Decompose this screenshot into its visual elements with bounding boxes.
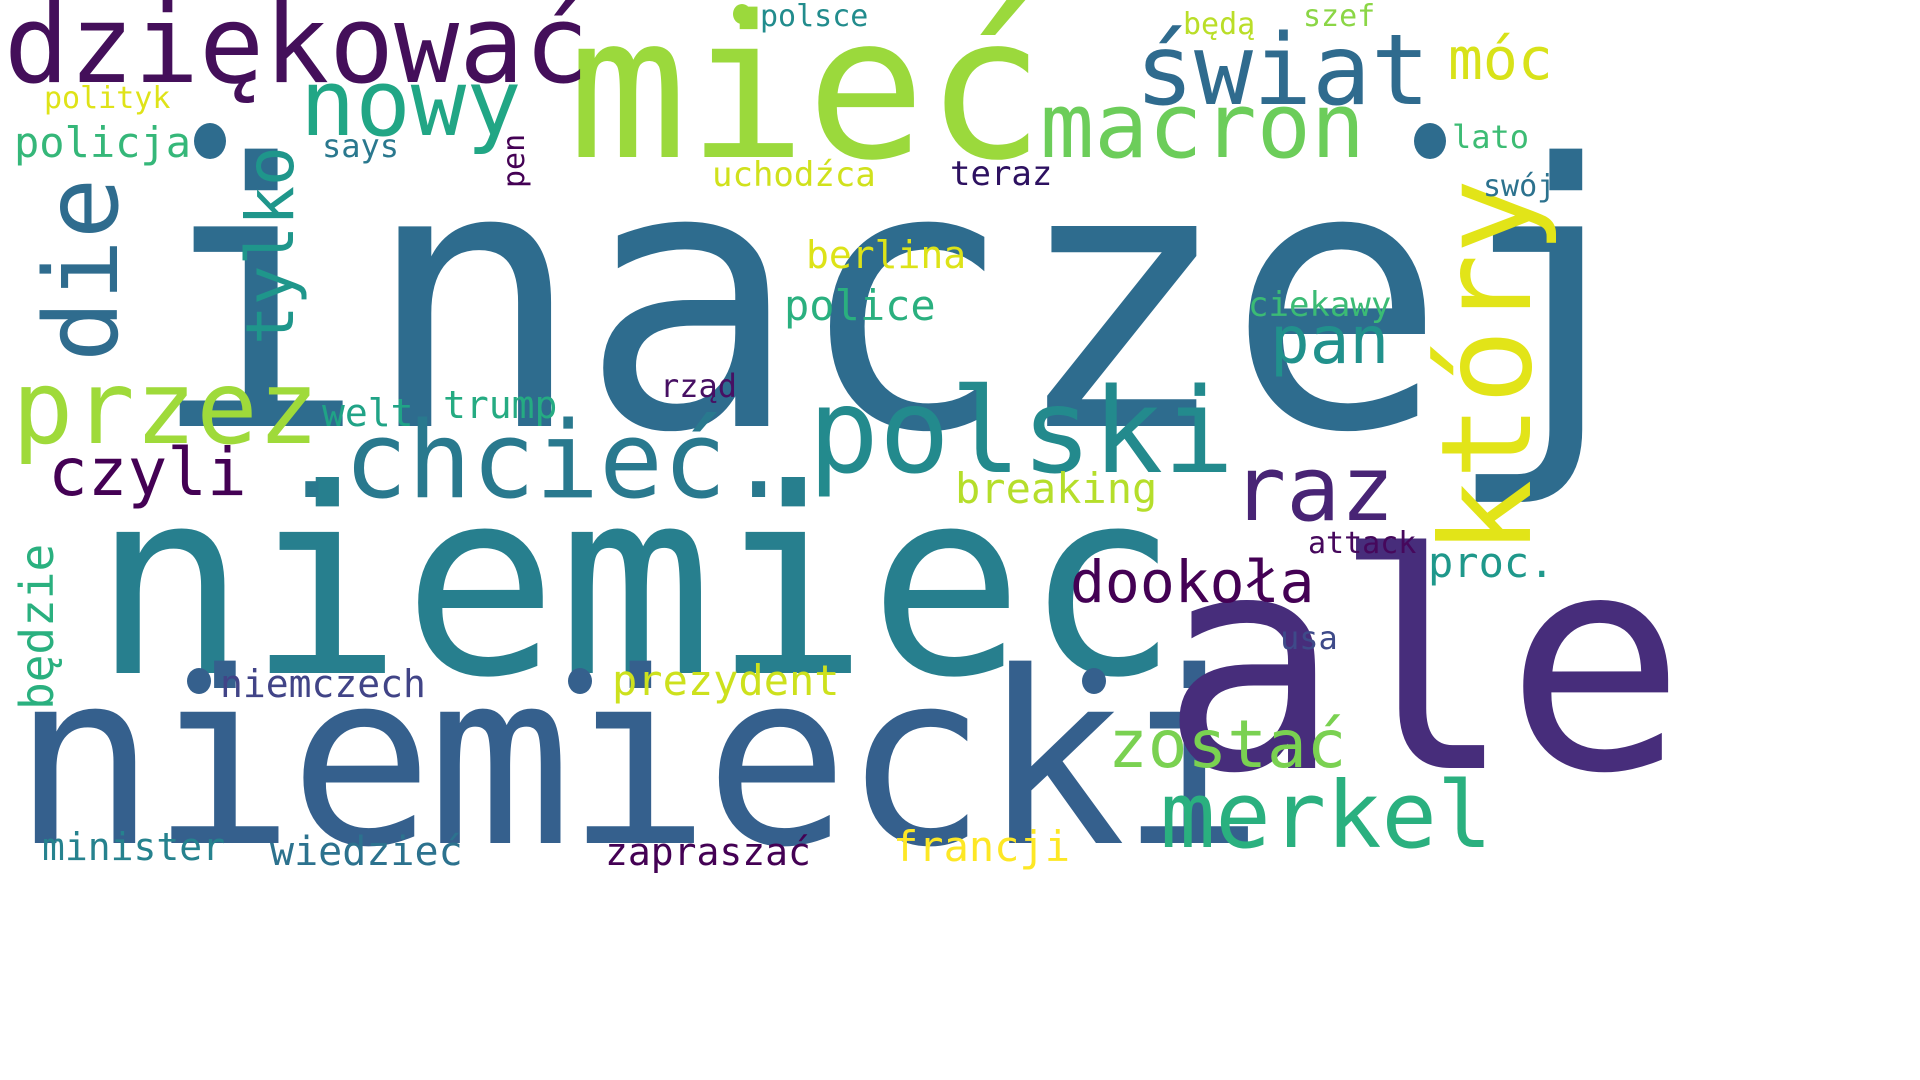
word-prezydent: prezydent bbox=[612, 656, 840, 705]
word-niemiecki: niemiecki bbox=[12, 620, 1264, 900]
dot-top-left bbox=[194, 123, 226, 159]
word-swoj: swój bbox=[1483, 169, 1556, 204]
word-czyli: czyli bbox=[48, 434, 247, 511]
word-policja: policja bbox=[14, 118, 192, 167]
word-ale: ale bbox=[1160, 490, 1686, 839]
word-moc: móc bbox=[1448, 25, 1553, 93]
dot-mid-3 bbox=[1082, 668, 1106, 694]
word-lato: lato bbox=[1452, 118, 1530, 156]
word-trump: trump bbox=[443, 383, 558, 427]
word-pan: pan bbox=[1270, 302, 1390, 379]
word-attack: attack bbox=[1308, 526, 1417, 561]
word-breaking: breaking bbox=[955, 464, 1158, 513]
word-polityk: polityk bbox=[44, 81, 171, 116]
word-dookola: dookoła bbox=[1070, 548, 1315, 616]
word-nowy: nowy bbox=[300, 50, 522, 157]
word-miec: mieć bbox=[568, 0, 1045, 204]
word-dziekowac: dziękować bbox=[4, 0, 590, 108]
word-teraz: teraz bbox=[950, 154, 1053, 194]
word-swiat: świat bbox=[1135, 14, 1431, 128]
word-inaczej: inaczej bbox=[148, 88, 1662, 513]
word-rzad: rząd bbox=[660, 367, 738, 405]
word-berlina: berlina bbox=[806, 233, 967, 277]
word-ciekawy: ciekawy bbox=[1248, 285, 1392, 325]
word-proc: proc. bbox=[1428, 538, 1555, 587]
word-chciec: .chcieć. bbox=[280, 399, 791, 522]
word-police: police bbox=[784, 281, 936, 330]
word-polsce: polsce bbox=[760, 0, 869, 34]
dot-mid-2 bbox=[568, 668, 592, 694]
word-niemczech: niemczech bbox=[220, 662, 426, 706]
word-szef: szef bbox=[1303, 0, 1376, 34]
word-macron: macron bbox=[1040, 74, 1366, 179]
word-welt: welt bbox=[322, 391, 414, 435]
word-przez: przez bbox=[12, 349, 320, 468]
word-die: die bbox=[23, 177, 142, 362]
word-wiedziec: wiedzieć bbox=[270, 829, 463, 875]
word-raz: raz bbox=[1232, 437, 1395, 542]
word-zapraszac: zapraszać bbox=[605, 830, 811, 874]
word-zostac: zostać bbox=[1108, 706, 1347, 783]
word-merkel: merkel bbox=[1160, 762, 1493, 869]
word-tylko: tylko bbox=[232, 146, 309, 345]
word-polski: polski bbox=[808, 362, 1235, 500]
word-beda: będą bbox=[1183, 7, 1256, 42]
word-uchodzca: uchodźca bbox=[712, 155, 876, 195]
word-usa: usa bbox=[1280, 619, 1338, 657]
word-bedzie: będzie bbox=[10, 543, 64, 710]
dot-top-right bbox=[1414, 123, 1446, 159]
word-francji: francji bbox=[893, 822, 1071, 871]
word-ktory: który bbox=[1415, 178, 1560, 555]
word-minister: minister bbox=[42, 825, 226, 869]
word-pen: pen bbox=[497, 133, 532, 188]
dot-small-top bbox=[733, 4, 751, 24]
word-says: says bbox=[322, 127, 400, 165]
dot-mid-1 bbox=[187, 668, 211, 694]
word-niemiec: niemiec bbox=[92, 434, 1180, 734]
